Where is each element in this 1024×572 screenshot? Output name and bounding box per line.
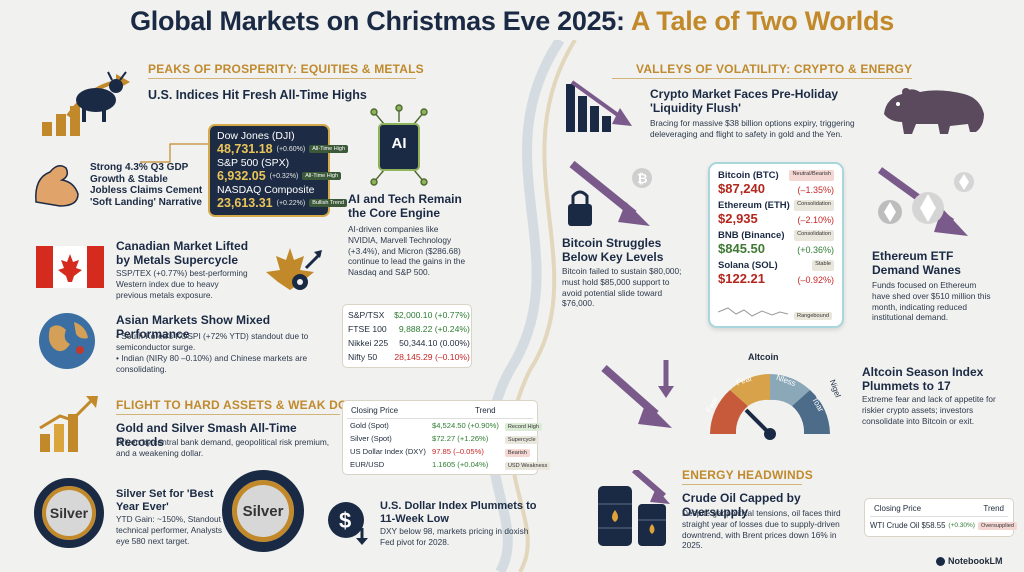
svg-text:₿: ₿ [637, 171, 648, 186]
coin-bnb: BNB (Binance) Consolidation $845.50 (+0.36… [718, 230, 834, 256]
ticker-nasdaq: NASDAQ Composite 23,613.31 (+0.22%) Bullis… [217, 184, 348, 210]
silver-body: YTD Gain: ~150%, Standout technical perf… [116, 514, 223, 546]
gdp-text: Strong 4.3% Q3 GDP Growth & Stable Joble… [90, 162, 203, 208]
bitcoin-heading: Bitcoin Struggles Below Key Levels [562, 236, 664, 264]
eth-body: Funds focused on Ethereum have shed over… [872, 280, 991, 323]
ai-body: AI-driven companies like NVIDIA, Marvell… [348, 224, 466, 278]
gold-silver-heading: Gold and Silver Smash All-Time Records [116, 421, 297, 449]
lock-down-arrow-icon: ₿ [568, 160, 652, 226]
eth-down-arrow-icon [877, 167, 974, 236]
ai-chip-icon [370, 104, 428, 186]
oil-body: Despite geopolitical tensions, oil faces… [682, 508, 841, 551]
table-row: Silver (Spot) $72.27 (+1.26%) Supercycle [347, 432, 553, 445]
ai-heading: AI and Tech Remain the Core Engine [348, 192, 462, 220]
brand-watermark: NotebookLM [936, 556, 1003, 566]
crypto-prices-card: Bitcoin (BTC) Neutral/Bearish $87,240 (–1.… [708, 162, 844, 328]
bullish-badge: Bullish Trend [309, 199, 348, 207]
altcoin-heading: Altcoin Season Index Plummets to 17 [862, 365, 984, 393]
table-row: S&P/TSX $2,000.10 (+0.77%) [348, 310, 470, 320]
asia-bullet-korea: • South Korea's KOSPI (+72% YTD) standou… [116, 331, 309, 352]
ath-badge: All-Time High [309, 145, 349, 153]
section-crypto-energy: VALLEYS OF VOLATILITY: CRYPTO & ENERGY [636, 62, 913, 76]
section-hard-assets: FLIGHT TO HARD ASSETS & WEAK DOLLAR [116, 398, 381, 412]
table-row: Nifty 50 28,145.29 (–0.10%) [348, 352, 470, 362]
bear-icon [884, 88, 984, 134]
bull-icon [42, 71, 130, 136]
canada-body: SSP/TEX (+0.77%) best-performing Western… [116, 268, 248, 300]
ticker-spx: S&P 500 (SPX) 6,932.05 (+0.32%) All-Time H… [217, 157, 342, 183]
table-row: US Dollar Index (DXY) 97.85 (–0.05%) Beari… [347, 445, 553, 458]
silver-heading: Silver Set for 'Best Year Ever' [116, 488, 214, 513]
table-row: Nikkei 225 50,344.10 (0.00%) [348, 338, 470, 348]
maple-leaf-gear-icon [266, 248, 322, 290]
gold-silver-body: Driven by central bank demand, geopoliti… [116, 437, 330, 458]
section-equities-metals: PEAKS OF PROSPERITY: EQUITIES & METALS [148, 62, 424, 76]
ath-badge: All-Time High [302, 172, 342, 180]
asia-heading: Asian Markets Show Mixed Performance [116, 313, 271, 341]
asia-bullet-india: • Indian (NIRy 80 –0.10%) and Chinese ma… [116, 353, 308, 374]
dollar-body: DXY below 98, markets pricing in doxish … [380, 526, 529, 547]
gauge-top-label: Altcoin [748, 352, 779, 362]
metals-table: Closing Price Trend Gold (Spot) $4,524.50 … [342, 400, 551, 475]
svg-text:$: $ [339, 508, 351, 533]
section-energy: ENERGY HEADWINDS [682, 468, 813, 482]
globe-icon [39, 313, 95, 369]
altcoin-body: Extreme fear and lack of appetite for ri… [862, 394, 996, 426]
oil-barrels-icon [598, 470, 670, 546]
section-rule [148, 78, 416, 79]
oil-heading: Crude Oil Capped by Oversupply [682, 491, 801, 519]
section-rule [682, 484, 802, 485]
silver-ring-large-icon: Silver [222, 470, 304, 552]
silver-ring-icon: Silver [34, 478, 104, 548]
global-indices-table: S&P/TSX $2,000.10 (+0.77%) FTSE 100 9,888.… [342, 304, 472, 368]
ticker-dji: Dow Jones (DJI) 48,731.18 (+0.60%) All-Tim… [217, 130, 349, 156]
gold-bars-chart-icon [39, 396, 98, 452]
table-header: Closing Price Trend [870, 502, 1008, 517]
us-indices-heading: U.S. Indices Hit Fresh All-Time Highs [148, 88, 367, 102]
bars-down-icon [566, 80, 632, 132]
canada-flag-icon [36, 246, 104, 288]
center-divider-wave [486, 40, 577, 572]
table-row: Gold (Spot) $4,524.50 (+0.90%) Record High [347, 419, 553, 432]
coin-btc: Bitcoin (BTC) Neutral/Bearish $87,240 (–1.… [718, 170, 834, 196]
eth-heading: Ethereum ETF Demand Wanes [872, 249, 961, 277]
dollar-heading: U.S. Dollar Index Plummets to 11-Week Lo… [380, 500, 537, 525]
crypto-liquidity-body: Bracing for massive $38 billion options … [650, 118, 855, 139]
us-ticker-panel: Dow Jones (DJI) 48,731.18 (+0.60%) All-Tim… [208, 124, 349, 217]
table-header: Closing Price Trend [347, 404, 533, 419]
canada-heading: Canadian Market Lifted by Metals Supercy… [116, 239, 249, 267]
section-rule [612, 78, 912, 79]
sparkline [718, 307, 789, 317]
coin-sol: Solana (SOL) Stable $122.21 (–0.92%) [718, 260, 834, 286]
falling-arrows-icon [601, 360, 674, 428]
brand-logo-icon [936, 556, 945, 566]
oil-table: Closing Price Trend WTI Crude Oil $58.55 … [864, 498, 1017, 537]
fear-gauge [710, 374, 830, 440]
coin-eth: Ethereum (ETH) Consolidation $2,935 (–2.10… [718, 200, 834, 226]
crypto-liquidity-heading: Crypto Market Faces Pre-Holiday 'Liquidi… [650, 87, 839, 115]
dollar-down-icon: $ [328, 502, 368, 545]
connector-line [140, 143, 208, 163]
bitcoin-body: Bitcoin failed to sustain $80,000; must … [562, 266, 682, 309]
ai-chip-label: AI [391, 135, 407, 152]
rangebound-badge: Rangebound [793, 312, 832, 320]
table-row: WTI Crude Oil $58.55 (+0.30%) Oversuppli… [870, 517, 1017, 533]
page-title: Global Markets on Christmas Eve 2025: A … [130, 6, 894, 36]
table-row: EUR/USD 1.1605 (+0.04%) USD Weakness [347, 458, 553, 471]
section-rule [116, 414, 340, 415]
flexed-arm-icon [35, 165, 79, 207]
table-row: FTSE 100 9,888.22 (+0.24%) [348, 324, 470, 334]
